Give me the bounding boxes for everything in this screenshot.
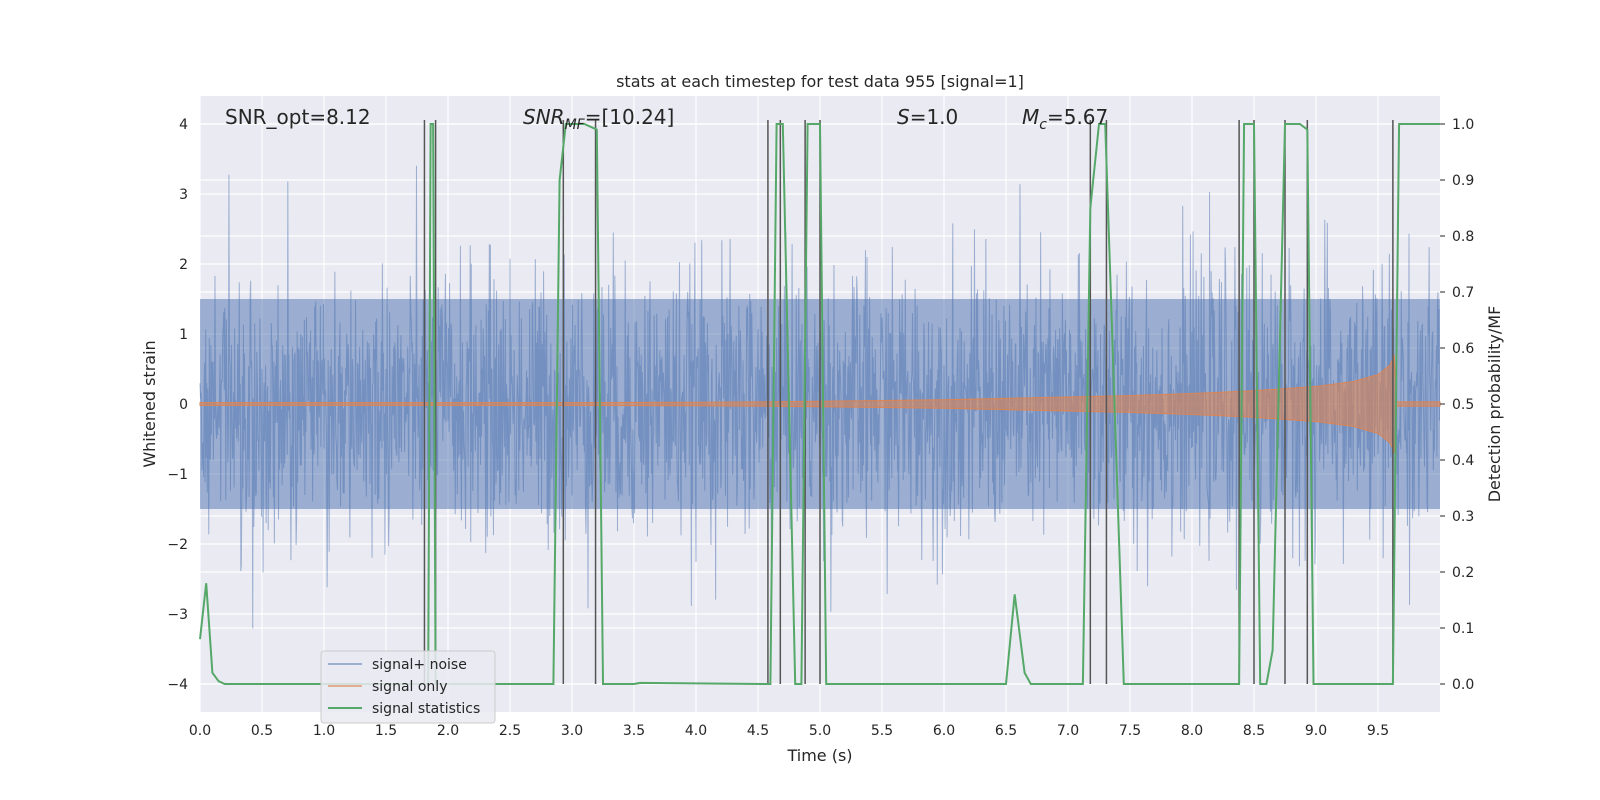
annotation-snr-mf: SNRMF=[10.24] bbox=[523, 105, 674, 133]
y-axis-label: Whitened strain bbox=[140, 340, 159, 467]
y2-axis-ticks: 0.0 0.1 0.2 0.3 0.4 0.5 0.6 0.7 0.8 0.9 1.0 bbox=[1440, 117, 1474, 693]
stat-line bbox=[199, 123, 1440, 685]
x-tick-label: 9.0 bbox=[1305, 723, 1327, 739]
x-tick-label: 2.5 bbox=[499, 723, 521, 739]
y2-tick-label: 0.9 bbox=[1452, 173, 1474, 189]
y2-tick-label: 0.6 bbox=[1452, 341, 1474, 357]
x-tick-label: 4.0 bbox=[685, 723, 707, 739]
y2-tick-label: 0.7 bbox=[1452, 285, 1474, 301]
x-tick-label: 5.5 bbox=[871, 723, 893, 739]
legend: signal+ noise signal only signal statist… bbox=[320, 650, 496, 724]
y-tick-label: 4 bbox=[179, 117, 188, 133]
y2-tick-label: 0.5 bbox=[1452, 397, 1474, 413]
x-tick-label: 6.0 bbox=[933, 723, 955, 739]
y2-tick-label: 0.0 bbox=[1452, 677, 1474, 693]
y-tick-label: 1 bbox=[179, 327, 188, 343]
y-tick-label: 0 bbox=[179, 397, 188, 413]
x-tick-label: 1.5 bbox=[375, 723, 397, 739]
y-tick-label: −3 bbox=[167, 607, 188, 623]
x-tick-label: 8.5 bbox=[1243, 723, 1265, 739]
y2-tick-label: 0.1 bbox=[1452, 621, 1474, 637]
x-tick-label: 2.0 bbox=[437, 723, 459, 739]
legend-label-stat: signal statistics bbox=[372, 701, 480, 717]
x-tick-label: 4.5 bbox=[747, 723, 769, 739]
annotation-s: S=1.0 bbox=[897, 105, 958, 129]
legend-box bbox=[320, 650, 496, 724]
x-axis-label: Time (s) bbox=[786, 746, 852, 765]
x-tick-label: 0.5 bbox=[251, 723, 273, 739]
y2-tick-label: 0.4 bbox=[1452, 453, 1474, 469]
y-tick-label: −2 bbox=[167, 537, 188, 553]
y-tick-label: −4 bbox=[167, 677, 188, 693]
x-tick-label: 3.5 bbox=[623, 723, 645, 739]
x-tick-label: 5.0 bbox=[809, 723, 831, 739]
x-tick-label: 0.0 bbox=[189, 723, 211, 739]
y2-axis-label: Detection probability/MF bbox=[1485, 306, 1504, 503]
x-tick-label: 6.5 bbox=[995, 723, 1017, 739]
y2-tick-label: 1.0 bbox=[1452, 117, 1474, 133]
y2-tick-label: 0.3 bbox=[1452, 509, 1474, 525]
x-tick-label: 7.0 bbox=[1057, 723, 1079, 739]
x-tick-label: 3.0 bbox=[561, 723, 583, 739]
x-axis-ticks: 0.0 0.5 1.0 1.5 2.0 2.5 3.0 3.5 4.0 4.5 5.0 5.5 6.0 6… bbox=[189, 723, 1389, 739]
y2-tick-label: 0.2 bbox=[1452, 565, 1474, 581]
x-tick-label: 9.5 bbox=[1367, 723, 1389, 739]
annotation-snr-opt: SNR_opt=8.12 bbox=[225, 105, 371, 129]
x-tick-label: 7.5 bbox=[1119, 723, 1141, 739]
y-tick-label: 3 bbox=[179, 187, 188, 203]
x-tick-label: 8.0 bbox=[1181, 723, 1203, 739]
y2-tick-label: 0.8 bbox=[1452, 229, 1474, 245]
legend-label-noise: signal+ noise bbox=[372, 657, 467, 673]
y-tick-label: 2 bbox=[179, 257, 188, 273]
y-tick-label: −1 bbox=[167, 467, 188, 483]
legend-label-signal: signal only bbox=[372, 679, 447, 695]
x-tick-label: 1.0 bbox=[313, 723, 335, 739]
series-signal-statistics bbox=[199, 123, 1440, 685]
chart-title: stats at each timestep for test data 955… bbox=[616, 72, 1024, 91]
annotation-mc: Mc=5.67 bbox=[1022, 105, 1108, 133]
y-axis-ticks: −4 −3 −2 −1 0 1 2 3 4 bbox=[167, 117, 188, 693]
